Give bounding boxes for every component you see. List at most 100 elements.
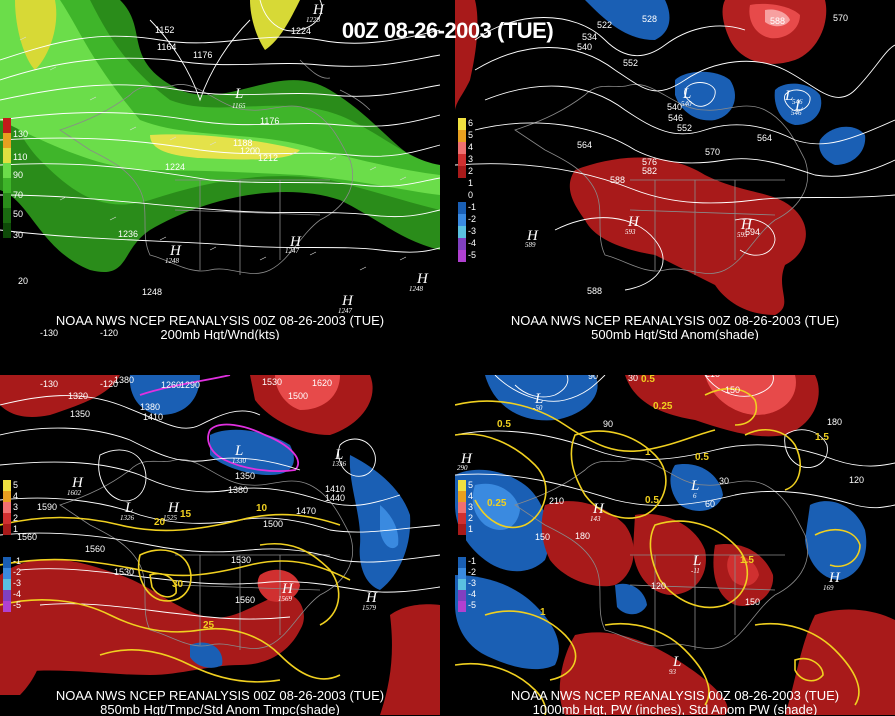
pw-contours <box>455 387 861 715</box>
anom-red-1c <box>765 9 790 27</box>
svg-text:-1: -1 <box>468 556 476 566</box>
contour-label: 1530 <box>262 377 282 387</box>
contour-label: 210 <box>705 375 720 379</box>
contour-label: 576 <box>642 157 657 167</box>
contour-labels: 1380 1260 1290 1320 1350 1380 1410 1530 … <box>17 375 345 631</box>
height-contours <box>0 0 440 253</box>
freezing-contour-2 <box>139 375 231 396</box>
coastlines <box>59 459 354 650</box>
contour-label: 150 <box>745 597 760 607</box>
contour-label: 90 <box>603 419 613 429</box>
anom-red-south2 <box>257 569 300 602</box>
contour-label: 1380 <box>114 375 134 385</box>
contour-label: 1440 <box>325 493 345 503</box>
contour-label: 522 <box>597 20 612 30</box>
anom-blue-4 <box>819 126 866 165</box>
high-center: H <box>281 581 294 597</box>
anom-blue-sw <box>190 642 223 668</box>
map-500mb: 522 528 534 540 552 588 570 540 546 552 … <box>455 0 895 315</box>
panel-footer-line2: 200mb Hgt/Wnd(kts) <box>160 327 280 340</box>
contour-label: 1350 <box>235 471 255 481</box>
axis-label: -130 <box>40 328 58 338</box>
svg-text:0: 0 <box>468 190 473 200</box>
low-value: -11 <box>691 567 700 575</box>
low-center: L <box>672 654 681 670</box>
high-value: 1248 <box>409 285 424 293</box>
contour-label: 552 <box>623 58 638 68</box>
colorbar: 130 110 90 70 50 30 <box>3 118 28 240</box>
anom-red-sw <box>0 615 44 695</box>
temp-label: 10 <box>256 503 268 514</box>
pw-label: 0.25 <box>653 401 673 412</box>
pw-label: 1.5 <box>815 432 829 443</box>
high-center: H <box>592 501 605 517</box>
high-value: 589 <box>525 241 536 249</box>
svg-text:70: 70 <box>13 190 23 200</box>
contour-label: 1590 <box>37 502 57 512</box>
pw-label: 0.5 <box>645 495 659 506</box>
colorbar: 6 5 4 3 2 1 0 -1 -2 -3 -4 -5 <box>458 118 476 262</box>
panel-footer-line1: NOAA NWS NCEP REANALYSIS 00Z 08-26-2003 … <box>510 313 840 328</box>
high-value: 1248 <box>165 257 180 265</box>
high-center: H <box>289 234 302 250</box>
contour-label: 1212 <box>258 153 278 163</box>
contour-label: 540 <box>577 42 592 52</box>
colorbar: 5 4 3 2 1 -1 -2 -3 -4 -5 <box>3 480 21 612</box>
wind-shade-core <box>0 0 440 195</box>
svg-text:-5: -5 <box>13 600 21 610</box>
anom-red-c <box>541 501 634 587</box>
wind-shade-max2 <box>150 134 300 160</box>
axis-label: -120 <box>100 379 118 389</box>
wind-shade-max <box>15 0 57 70</box>
high-value: 1525 <box>163 514 178 522</box>
svg-text:2: 2 <box>468 166 473 176</box>
low-value: 1165 <box>232 102 246 110</box>
anom-blue-east2 <box>380 505 399 549</box>
svg-text:5: 5 <box>13 480 18 490</box>
contour-label: 570 <box>833 13 848 23</box>
panel-footer-line1: NOAA NWS NCEP REANALYSIS 00Z 08-26-2003 … <box>510 688 840 703</box>
svg-text:30: 30 <box>13 230 23 240</box>
contour-label: 546 <box>668 113 683 123</box>
contour-label: 1410 <box>325 484 345 494</box>
panel-footer-line2: 850mb Hgt/Tmpc/Std Anom Tmpc(shade) <box>100 702 340 715</box>
contour-label: 1164 <box>157 42 176 52</box>
anom-blue-e <box>805 501 867 580</box>
temp-label: 25 <box>203 620 215 631</box>
contour-label: 588 <box>587 286 602 296</box>
svg-text:-1: -1 <box>13 556 21 566</box>
contour-label: 570 <box>705 147 720 157</box>
low-center: L <box>234 443 243 459</box>
anom-red-south <box>0 559 304 675</box>
contour-label: 1248 <box>142 287 162 297</box>
contour-label: 30 <box>719 476 729 486</box>
low-center: L <box>334 447 343 463</box>
contour-label: 90 <box>588 375 598 381</box>
panel-footer-line2: 1000mb Hgt, PW (inches), Std Anom PW (sh… <box>532 702 818 715</box>
axis-label: -120 <box>100 328 118 338</box>
colorbar: 5 4 3 2 1 -1 -2 -3 -4 -5 <box>458 480 476 612</box>
low-value: 1326 <box>120 514 135 522</box>
anom-red-ne2 <box>275 375 340 410</box>
contour-label: 1620 <box>312 378 332 388</box>
contour-label: 1530 <box>114 567 134 577</box>
svg-text:-4: -4 <box>468 238 476 248</box>
svg-text:-2: -2 <box>468 567 476 577</box>
contour-label: 1500 <box>263 519 283 529</box>
pw-label: 0.5 <box>497 419 511 430</box>
svg-text:5: 5 <box>468 130 473 140</box>
contour-label: 1290 <box>180 380 200 390</box>
svg-text:2: 2 <box>468 513 473 523</box>
contour-label: 564 <box>757 133 772 143</box>
contour-label: 1260 <box>161 380 181 390</box>
contour-label: 594 <box>745 227 760 237</box>
svg-text:-4: -4 <box>468 589 476 599</box>
svg-text:-4: -4 <box>13 589 21 599</box>
contour-label: 1500 <box>288 391 308 401</box>
contour-label: 1560 <box>235 595 255 605</box>
high-center: H <box>627 214 640 230</box>
temp-label: 20 <box>154 517 166 528</box>
contour-label: 582 <box>642 166 657 176</box>
svg-text:130: 130 <box>13 129 28 139</box>
high-center: H <box>71 475 84 491</box>
